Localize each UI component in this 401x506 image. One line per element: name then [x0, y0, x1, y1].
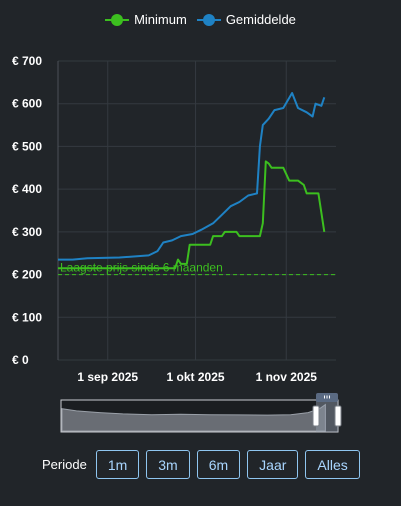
y-tick-label: € 600 — [12, 97, 42, 111]
series-line-minimum — [58, 160, 326, 270]
y-tick-label: € 200 — [12, 268, 42, 282]
y-tick-label: € 500 — [12, 139, 42, 153]
y-tick-label: € 0 — [12, 353, 29, 367]
legend-item-minimum[interactable]: Minimum — [105, 12, 187, 27]
period-button-alles[interactable]: Alles — [305, 450, 360, 479]
period-button-jaar[interactable]: Jaar — [247, 450, 299, 479]
legend-item-gemiddelde[interactable]: Gemiddelde — [196, 12, 296, 27]
navigator-area — [61, 403, 326, 432]
y-tick-label: € 700 — [12, 54, 42, 68]
navigator-handle-right[interactable] — [334, 405, 342, 427]
price-chart[interactable]: € 0 € 100 € 200 € 300 € 400 € 500 € 600 € 700 1 … — [0, 0, 401, 400]
y-tick-label: € 400 — [12, 182, 42, 196]
y-tick-label: € 100 — [12, 310, 42, 324]
period-selector: Periode 1m 3m 6m Jaar Alles — [42, 450, 360, 479]
period-label: Periode — [42, 457, 87, 472]
series-line-gemiddelde — [58, 92, 326, 261]
legend-swatch-dot — [202, 13, 215, 26]
x-tick-label: 1 nov 2025 — [256, 370, 318, 384]
x-tick-label: 1 okt 2025 — [167, 370, 225, 384]
navigator-handle-left[interactable] — [312, 405, 320, 427]
y-tick-label: € 300 — [12, 225, 42, 239]
chart-legend: Minimum Gemiddelde — [0, 12, 401, 27]
legend-label-gemiddelde: Gemiddelde — [225, 12, 296, 27]
legend-swatch-dot — [111, 13, 124, 26]
legend-swatch-gemiddelde — [196, 13, 221, 26]
period-button-3m[interactable]: 3m — [146, 450, 190, 479]
period-button-6m[interactable]: 6m — [196, 450, 241, 479]
x-tick-label: 1 sep 2025 — [77, 370, 138, 384]
navigator-selection[interactable] — [316, 400, 338, 432]
legend-swatch-minimum — [105, 13, 130, 26]
period-button-1m[interactable]: 1m — [95, 450, 140, 479]
grip-icon — [324, 395, 330, 399]
legend-label-minimum: Minimum — [134, 12, 187, 27]
